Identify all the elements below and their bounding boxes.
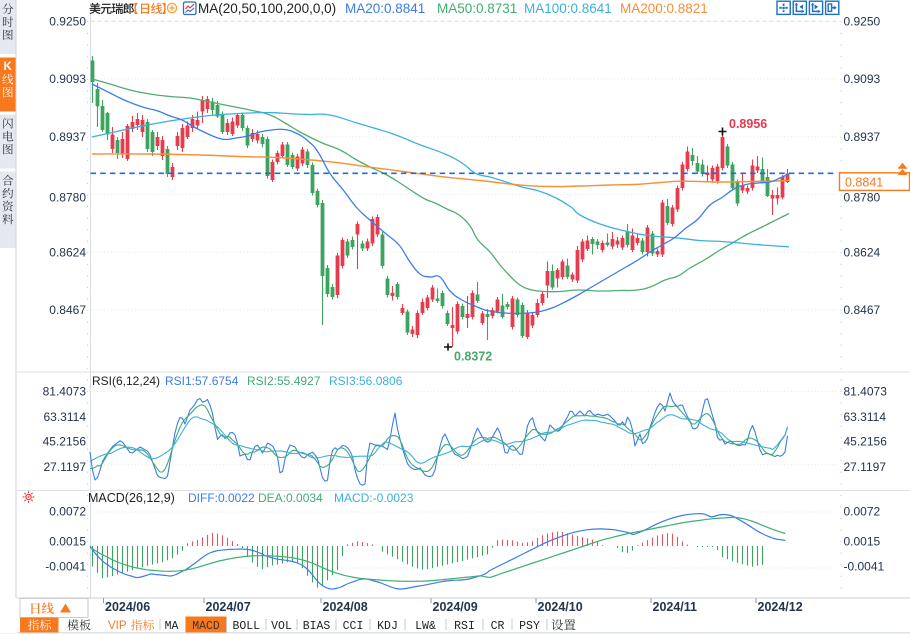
svg-text:K: K: [4, 61, 13, 73]
svg-text:0.8372: 0.8372: [454, 350, 492, 364]
svg-text:VOL: VOL: [271, 620, 292, 633]
svg-text:27.1197: 27.1197: [844, 460, 887, 474]
svg-text:2024/10: 2024/10: [538, 600, 583, 614]
svg-text:BIAS: BIAS: [303, 620, 331, 633]
svg-text:LW&: LW&: [415, 620, 436, 633]
svg-text:2024/12: 2024/12: [758, 600, 803, 614]
svg-text:RSI2:55.4927: RSI2:55.4927: [247, 374, 321, 388]
svg-text:MACD: MACD: [192, 620, 220, 633]
svg-text:BOLL: BOLL: [232, 620, 260, 633]
svg-text:VIP: VIP: [108, 620, 127, 632]
svg-text:0.8956: 0.8956: [729, 117, 767, 131]
svg-text:CCI: CCI: [343, 620, 364, 633]
svg-text:MA(20,50,100,200,0,0): MA(20,50,100,200,0,0): [198, 1, 336, 16]
svg-text:0.8780: 0.8780: [844, 191, 881, 205]
svg-text:0.0072: 0.0072: [49, 505, 86, 519]
svg-text:MA200:0.8821: MA200:0.8821: [620, 1, 708, 16]
svg-text:63.3114: 63.3114: [44, 410, 87, 424]
svg-text:RSI: RSI: [454, 620, 475, 633]
svg-text:MA100:0.8641: MA100:0.8641: [524, 1, 612, 16]
svg-text:27.1197: 27.1197: [44, 460, 87, 474]
svg-text:PSY: PSY: [519, 620, 540, 633]
svg-text:DEA:0.0034: DEA:0.0034: [258, 491, 323, 505]
svg-text:RSI1:57.6754: RSI1:57.6754: [165, 374, 239, 388]
svg-text:63.3114: 63.3114: [844, 410, 887, 424]
svg-text:0.9093: 0.9093: [49, 72, 86, 86]
svg-text:45.2156: 45.2156: [43, 434, 87, 448]
svg-text:CR: CR: [491, 620, 505, 633]
svg-text:0.0015: 0.0015: [844, 535, 881, 549]
svg-text:2024/09: 2024/09: [433, 600, 478, 614]
svg-text:0.9250: 0.9250: [844, 14, 881, 28]
svg-text:81.4073: 81.4073: [844, 385, 888, 399]
svg-text:0.8467: 0.8467: [49, 303, 86, 317]
svg-text:0.0072: 0.0072: [844, 505, 881, 519]
svg-text:-0.0041: -0.0041: [844, 560, 885, 574]
svg-text:2024/06: 2024/06: [105, 600, 150, 614]
svg-text:-0.0041: -0.0041: [45, 560, 86, 574]
svg-text:2024/08: 2024/08: [323, 600, 368, 614]
svg-text:RSI(6,12,24): RSI(6,12,24): [92, 374, 160, 388]
svg-text:0.0015: 0.0015: [49, 535, 86, 549]
svg-text:0.9250: 0.9250: [49, 14, 86, 28]
svg-text:0.8780: 0.8780: [49, 191, 86, 205]
svg-text:0.9093: 0.9093: [844, 72, 881, 86]
svg-text:MACD:-0.0023: MACD:-0.0023: [334, 491, 414, 505]
svg-text:2024/11: 2024/11: [653, 600, 698, 614]
svg-text:0.8937: 0.8937: [49, 130, 86, 144]
svg-text:0.8624: 0.8624: [49, 245, 86, 259]
svg-text:0.8937: 0.8937: [844, 130, 881, 144]
svg-text:81.4073: 81.4073: [43, 385, 87, 399]
svg-text:DIFF:0.0022: DIFF:0.0022: [188, 491, 255, 505]
svg-text:MA: MA: [165, 620, 179, 633]
svg-text:MACD(26,12,9): MACD(26,12,9): [88, 491, 175, 505]
svg-text:2024/07: 2024/07: [206, 600, 251, 614]
svg-text:0.8841: 0.8841: [845, 175, 883, 189]
svg-text:KDJ: KDJ: [377, 620, 398, 633]
svg-text:0.8467: 0.8467: [844, 303, 881, 317]
svg-text:RSI3:56.0806: RSI3:56.0806: [329, 374, 403, 388]
svg-text:0.8624: 0.8624: [844, 245, 881, 259]
svg-text:MA20:0.8841: MA20:0.8841: [345, 1, 425, 16]
svg-text:MA50:0.8731: MA50:0.8731: [437, 1, 517, 16]
svg-text:45.2156: 45.2156: [844, 434, 888, 448]
